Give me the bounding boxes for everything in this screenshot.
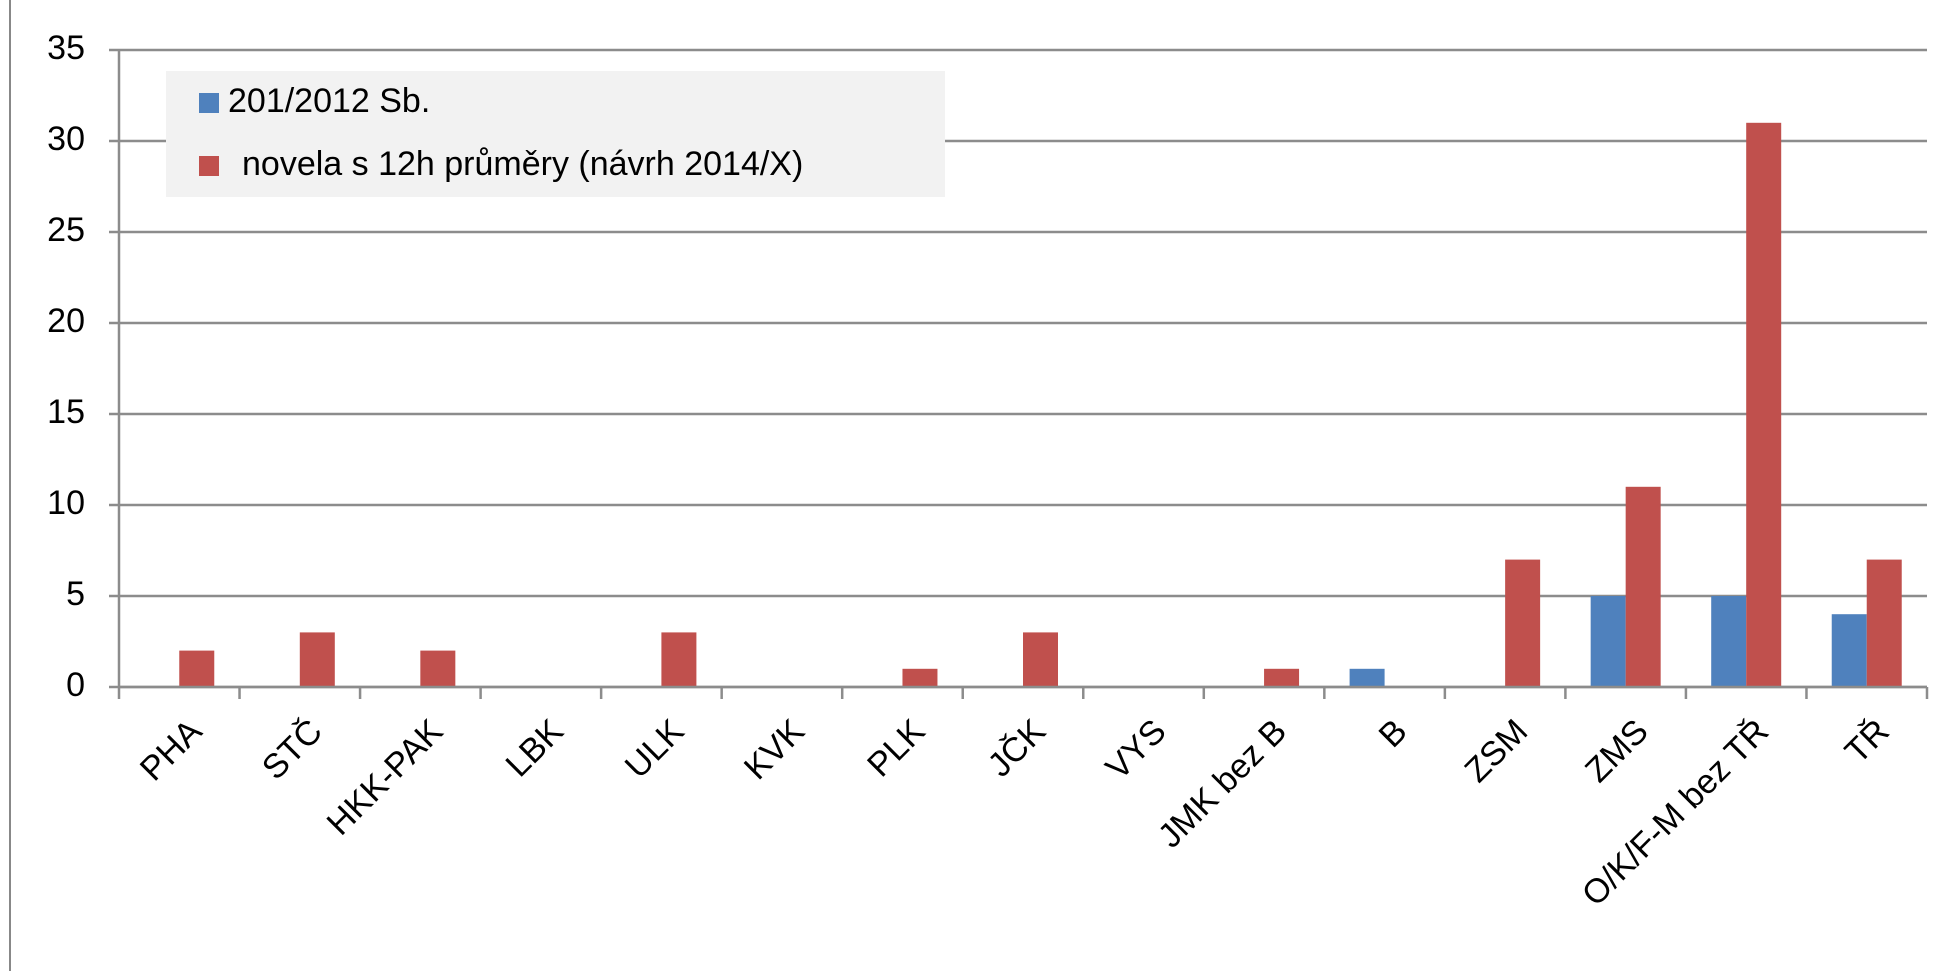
- y-tick-label: 10: [47, 484, 85, 522]
- y-tick-label: 35: [47, 29, 85, 67]
- x-tick-label: JMK bez B: [1151, 712, 1294, 855]
- bar: [1866, 559, 1902, 687]
- bar: [1746, 122, 1782, 688]
- bar: [661, 632, 697, 687]
- legend-swatch: [199, 156, 219, 176]
- x-tick-label: STČ: [255, 712, 330, 787]
- bar: [1349, 668, 1385, 687]
- x-tick-label: ULK: [618, 712, 692, 786]
- x-tick-label: ZSM: [1458, 712, 1536, 790]
- legend-label: 201/2012 Sb.: [228, 82, 430, 120]
- x-tick-label: KVK: [737, 712, 812, 787]
- y-tick-label: 30: [47, 120, 85, 158]
- bar: [299, 632, 335, 687]
- bar: [1625, 486, 1661, 687]
- y-tick-label: 25: [47, 211, 85, 249]
- y-tick-label: 0: [66, 666, 85, 704]
- y-tick-label: 20: [47, 302, 85, 340]
- bar: [1831, 614, 1867, 687]
- bar: [1264, 668, 1300, 687]
- legend-label: novela s 12h průměry (návrh 2014/X): [242, 145, 803, 183]
- x-tick-label: VYS: [1099, 712, 1174, 787]
- bar: [420, 650, 456, 687]
- bar: [1023, 632, 1058, 687]
- bar: [1711, 596, 1747, 687]
- x-tick-label: TŘ: [1838, 712, 1897, 771]
- x-tick-label: JČK: [981, 712, 1054, 785]
- x-tick-label: PLK: [860, 712, 933, 785]
- x-tick-label: ZMS: [1578, 712, 1656, 790]
- bar: [1590, 596, 1626, 687]
- y-tick-label: 5: [66, 575, 85, 613]
- x-tick-label: PHA: [133, 712, 210, 789]
- x-tick-label: LBK: [499, 712, 572, 785]
- legend-box: [166, 71, 945, 197]
- bar: [902, 668, 938, 687]
- y-tick-label: 15: [47, 393, 85, 431]
- bar: [179, 650, 215, 687]
- legend-swatch: [199, 93, 219, 113]
- x-tick-label: B: [1372, 712, 1415, 755]
- bar: [1505, 559, 1541, 687]
- x-tick-label: HKK-PAK: [320, 712, 451, 843]
